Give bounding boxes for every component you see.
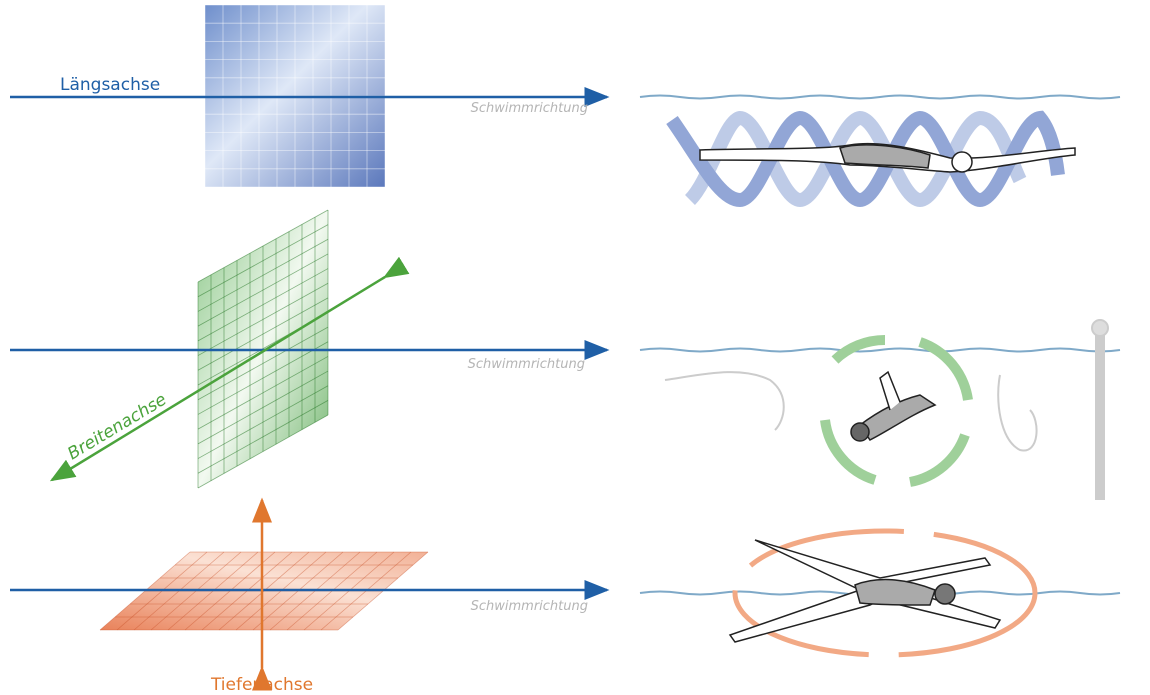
rotation-depth — [732, 528, 1038, 658]
swimsuit — [854, 578, 936, 606]
ghost — [1091, 319, 1109, 337]
ghost — [997, 374, 1038, 452]
arc — [908, 433, 970, 487]
spiral — [684, 110, 1027, 208]
legs — [879, 370, 901, 411]
swimmer-body — [858, 394, 937, 441]
transverse-axis — [49, 256, 410, 482]
axis-label: Breitenachse — [64, 390, 170, 465]
swimmer-star — [728, 539, 1002, 643]
axis-label: Längsachse — [60, 75, 160, 95]
swimsuit — [839, 144, 931, 169]
arc — [831, 334, 886, 364]
arc — [820, 419, 877, 485]
water-line — [639, 347, 1121, 353]
ghost-swimmers — [664, 319, 1109, 500]
rotation-transverse — [820, 334, 973, 487]
water-line — [639, 94, 1121, 100]
head — [934, 583, 956, 605]
swimmer — [699, 142, 1076, 173]
arc — [918, 337, 973, 401]
spiral — [666, 110, 1065, 208]
axis-label: Tiefenachse — [210, 675, 313, 695]
direction-label: Schwimmrichtung — [471, 101, 588, 116]
rotation-longitudinal — [666, 110, 1065, 208]
planes — [100, 5, 428, 630]
head — [850, 422, 870, 442]
direction-label: Schwimmrichtung — [468, 357, 585, 372]
ghost — [664, 371, 785, 431]
direction-label: Schwimmrichtung — [471, 599, 588, 614]
head — [951, 151, 973, 173]
swimmer-tumble — [850, 370, 937, 442]
ellipse-arrow — [732, 528, 1038, 658]
